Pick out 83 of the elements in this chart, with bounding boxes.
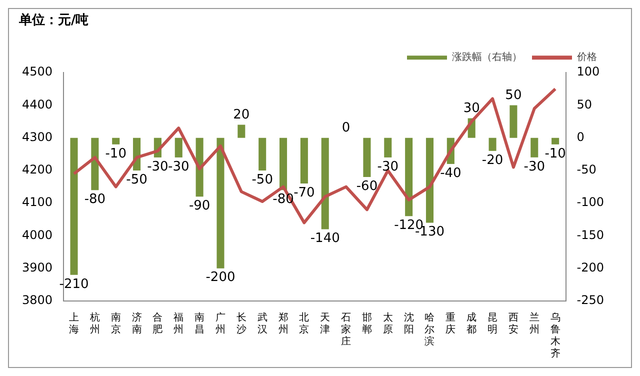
bar	[112, 138, 120, 144]
bar	[91, 138, 99, 190]
x-tick-label: 乌鲁木齐	[550, 312, 560, 360]
data-label: -80	[84, 192, 106, 207]
bar	[70, 138, 78, 275]
bar	[530, 138, 538, 158]
data-label: -200	[206, 270, 236, 286]
bar	[363, 138, 371, 178]
y2-tick-label: 50	[576, 97, 592, 112]
chart-title: 单位：元/吨	[18, 12, 89, 28]
x-tick-label: 杭州	[88, 312, 100, 336]
x-tick-label: 南京	[110, 312, 121, 336]
x-tick-label: 广州	[215, 312, 226, 336]
x-tick-label: 郑州	[278, 312, 288, 336]
data-label: -30	[168, 159, 190, 174]
x-tick-label: 成都	[466, 312, 477, 336]
bar	[321, 138, 329, 230]
x-tick-label: 武汉	[257, 312, 268, 336]
bar	[300, 138, 308, 184]
y2-tick-label: 0	[576, 130, 584, 144]
x-tick-label: 福州	[174, 312, 184, 336]
x-tick-label: 重庆	[446, 312, 456, 336]
y-tick-label: 4500	[22, 64, 53, 79]
data-label: 20	[233, 108, 250, 123]
x-tick-label: 石家庄	[341, 312, 352, 348]
y2-tick-label: 100	[576, 64, 600, 79]
data-label: -30	[147, 159, 168, 174]
x-tick-label: 太原	[382, 312, 393, 336]
y-tick-label: 4000	[22, 228, 53, 242]
data-label: -70	[294, 185, 315, 200]
x-tick-label: 邯郸	[362, 312, 372, 336]
y-tick-label: 4300	[22, 130, 53, 144]
bar	[196, 138, 204, 197]
data-label: -30	[377, 159, 399, 174]
x-tick-label: 兰州	[529, 312, 540, 336]
y-tick-label: 4100	[22, 195, 53, 210]
legend-label: 涨跌幅（右轴）	[452, 51, 522, 64]
y-tick-label: 4400	[22, 97, 53, 112]
bar	[279, 138, 288, 190]
x-tick-label: 长沙	[236, 312, 246, 336]
data-label: -10	[105, 146, 126, 162]
data-label: -90	[188, 198, 210, 214]
legend-label: 价格	[576, 51, 597, 64]
data-label: -210	[59, 276, 89, 292]
bar	[405, 138, 413, 216]
data-label: -30	[524, 159, 545, 174]
y2-tick-label: -250	[576, 293, 604, 308]
data-label: -50	[126, 172, 148, 188]
y-tick-label: 3900	[22, 260, 53, 274]
bar	[426, 138, 434, 223]
x-tick-label: 天津	[320, 312, 330, 336]
y2-tick-label: -50	[576, 162, 596, 177]
data-label: 50	[505, 88, 522, 104]
x-tick-label: 北京	[299, 312, 310, 336]
data-label: -50	[252, 172, 273, 188]
y2-tick-label: -100	[576, 195, 604, 210]
data-label: -10	[544, 146, 566, 162]
data-label: -60	[356, 178, 378, 194]
bar	[510, 105, 518, 138]
x-tick-label: 上海	[69, 312, 79, 336]
x-tick-label: 南昌	[194, 312, 205, 336]
bar	[552, 138, 560, 144]
bar	[174, 138, 182, 158]
bar	[488, 138, 496, 151]
y2-tick-label: -200	[576, 260, 604, 274]
data-label: 0	[342, 120, 350, 136]
data-label: -40	[440, 166, 462, 181]
x-tick-label: 沈阳	[404, 312, 414, 336]
x-tick-label: 昆明	[488, 312, 498, 336]
bar	[238, 124, 246, 138]
bar	[384, 138, 392, 158]
y-tick-label: 4200	[22, 162, 53, 177]
data-label: 30	[463, 101, 480, 116]
y2-tick-label: -150	[576, 228, 604, 242]
data-label: -140	[310, 231, 340, 246]
x-tick-label: 合肥	[152, 312, 163, 336]
bar	[258, 138, 266, 170]
x-tick-label: 济南	[132, 312, 142, 336]
bar	[216, 138, 224, 268]
data-label: -20	[482, 152, 504, 168]
x-tick-label: 哈尔滨	[424, 312, 435, 348]
y-tick-label: 3800	[22, 293, 53, 308]
x-tick-label: 西安	[508, 312, 518, 336]
